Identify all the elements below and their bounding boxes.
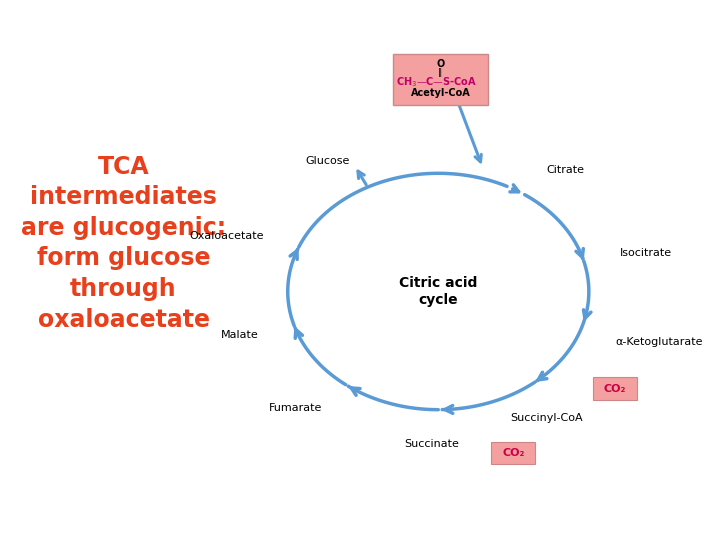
Text: Fumarate: Fumarate <box>269 403 323 413</box>
Text: α-Ketoglutarate: α-Ketoglutarate <box>615 337 703 347</box>
Text: CO₂: CO₂ <box>502 448 524 458</box>
Text: Succinate: Succinate <box>405 439 459 449</box>
Text: O: O <box>436 59 444 69</box>
Text: Oxaloacetate: Oxaloacetate <box>189 231 264 241</box>
Text: Malate: Malate <box>220 330 258 340</box>
Text: CH$_3$—C—S-CoA: CH$_3$—C—S-CoA <box>396 75 477 89</box>
Text: Citric acid
cycle: Citric acid cycle <box>399 276 477 307</box>
FancyBboxPatch shape <box>393 54 488 105</box>
Text: TCA
intermediates
are glucogenic:
form glucose
through
oxaloacetate: TCA intermediates are glucogenic: form g… <box>21 154 226 332</box>
Text: CO₂: CO₂ <box>603 383 626 394</box>
Text: Succinyl-CoA: Succinyl-CoA <box>510 413 582 422</box>
Text: ‖: ‖ <box>438 68 443 77</box>
Text: Isocitrate: Isocitrate <box>620 248 672 258</box>
Text: Citrate: Citrate <box>546 165 584 176</box>
FancyBboxPatch shape <box>593 377 636 400</box>
Text: Acetyl-CoA: Acetyl-CoA <box>410 87 470 98</box>
Text: Glucose: Glucose <box>305 156 350 166</box>
FancyBboxPatch shape <box>491 442 535 464</box>
